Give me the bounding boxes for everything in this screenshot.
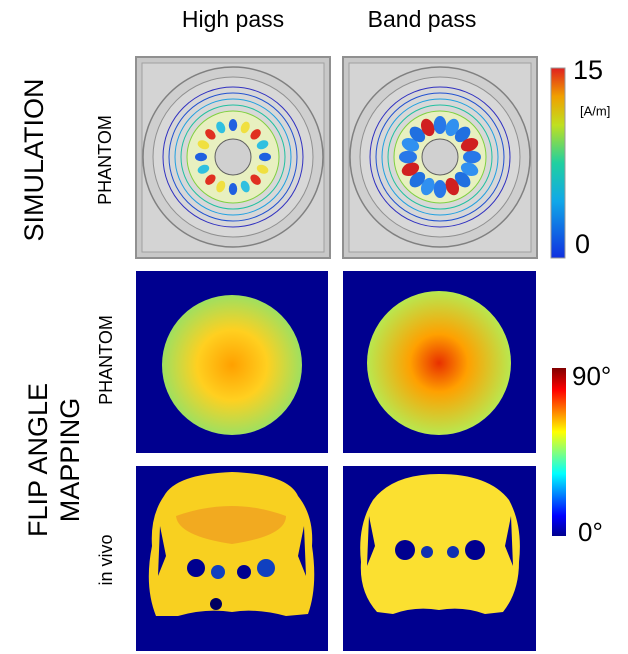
colorbar-max: 15 — [573, 55, 603, 85]
in-vivo-high-pass — [136, 466, 328, 651]
colorbar-max: 90° — [572, 361, 611, 391]
group-label: SIMULATION — [19, 78, 49, 241]
phantom-band-pass — [343, 271, 536, 453]
in-vivo-band-pass — [343, 466, 536, 651]
group-label: FLIP ANGLE — [23, 383, 53, 537]
colorbar — [551, 68, 565, 258]
field-blob — [229, 183, 237, 195]
colorbar — [552, 368, 566, 536]
colorbar-unit: [A/m] — [580, 103, 610, 118]
field-blob — [434, 116, 447, 134]
simulation-band-pass — [343, 57, 537, 258]
phantom-high-pass — [136, 271, 328, 453]
figure: High pass Band pass SIMULATION PHANTOM F… — [0, 0, 628, 654]
field-blob — [399, 151, 417, 164]
field-blob — [259, 153, 271, 161]
field-blob — [195, 153, 207, 161]
colorbar-min: 0 — [575, 229, 590, 259]
field-blob — [229, 119, 237, 131]
group-label: MAPPING — [55, 398, 85, 523]
field-blob — [434, 180, 447, 198]
row-label: PHANTOM — [95, 115, 115, 205]
simulation-high-pass — [136, 57, 330, 258]
field-blob — [463, 151, 481, 164]
row-label: in vivo — [96, 534, 116, 585]
colorbar-min: 0° — [578, 517, 603, 547]
column-header: Band pass — [368, 6, 477, 32]
column-header: High pass — [182, 6, 284, 32]
row-label: PHANTOM — [96, 315, 116, 405]
